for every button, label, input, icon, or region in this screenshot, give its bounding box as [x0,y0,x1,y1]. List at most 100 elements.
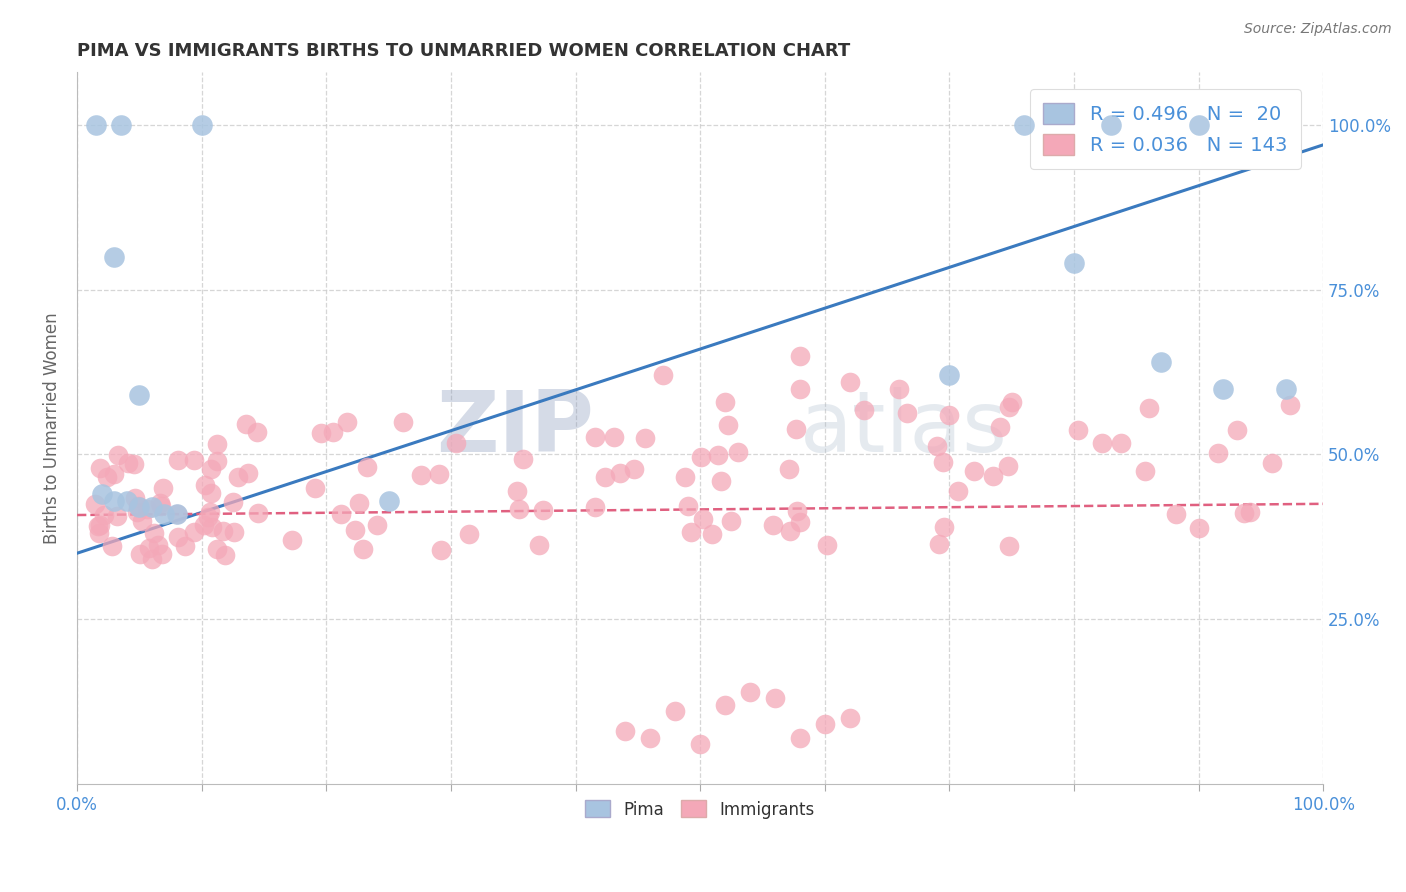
Point [512,451,534,466]
Point [789,515,811,529]
Point [235,417,257,431]
Point [430,543,453,558]
Point [720,514,742,528]
Text: atlas: atlas [800,386,1008,469]
Point [427,467,450,481]
Point [981,469,1004,483]
Point [311,426,333,441]
Point [789,349,811,363]
Point [344,523,367,537]
Point [1208,446,1230,460]
Point [778,462,800,476]
Point [814,717,837,731]
Point [717,418,740,433]
Point [93,508,115,523]
Point [366,518,388,533]
Point [138,541,160,555]
Point [938,408,960,422]
Point [128,500,150,515]
Point [896,406,918,420]
Point [689,737,711,751]
Point [714,698,737,712]
Point [1166,507,1188,521]
Point [997,400,1019,414]
Point [815,538,838,552]
Point [183,525,205,540]
Point [593,469,616,483]
Point [651,368,673,383]
Point [458,527,481,541]
Point [214,548,236,562]
Point [1239,505,1261,519]
Point [1133,464,1156,478]
Point [1001,394,1024,409]
Point [727,445,749,459]
Point [105,508,128,523]
Point [167,453,190,467]
Point [322,425,344,439]
Point [194,478,217,492]
Point [931,455,953,469]
Point [103,467,125,481]
Point [1111,435,1133,450]
Point [228,470,250,484]
Point [1279,398,1302,412]
Point [128,388,150,402]
Point [444,436,467,450]
Point [1212,382,1234,396]
Point [349,496,371,510]
Point [103,250,125,264]
Point [89,517,111,532]
Point [762,517,785,532]
Point [125,505,148,519]
Point [135,502,157,516]
Y-axis label: Births to Unmarried Women: Births to Unmarried Women [44,312,60,544]
Point [246,425,269,439]
Point [197,510,219,524]
Point [785,422,807,436]
Point [738,684,761,698]
Point [392,415,415,429]
Point [89,461,111,475]
Point [1187,118,1209,132]
Point [710,474,733,488]
Point [927,439,949,453]
Point [679,525,702,540]
Point [789,382,811,396]
Point [838,711,860,725]
Point [129,547,152,561]
Point [714,394,737,409]
Point [1150,355,1173,369]
Point [1188,521,1211,535]
Point [236,466,259,480]
Point [676,500,699,514]
Point [352,541,374,556]
Point [115,493,138,508]
Point [377,493,399,508]
Point [150,499,173,513]
Point [336,415,359,429]
Point [1226,423,1249,437]
Point [638,731,661,745]
Point [1261,456,1284,470]
Point [531,503,554,517]
Point [330,507,353,521]
Point [166,507,188,521]
Point [211,524,233,538]
Point [411,468,433,483]
Point [183,452,205,467]
Point [700,526,723,541]
Point [934,520,956,534]
Point [152,481,174,495]
Point [505,484,527,499]
Point [779,524,801,539]
Point [148,496,170,510]
Point [103,493,125,508]
Point [938,368,960,383]
Point [623,461,645,475]
Point [117,456,139,470]
Point [224,525,246,540]
Point [110,118,132,132]
Point [583,500,606,514]
Point [131,514,153,528]
